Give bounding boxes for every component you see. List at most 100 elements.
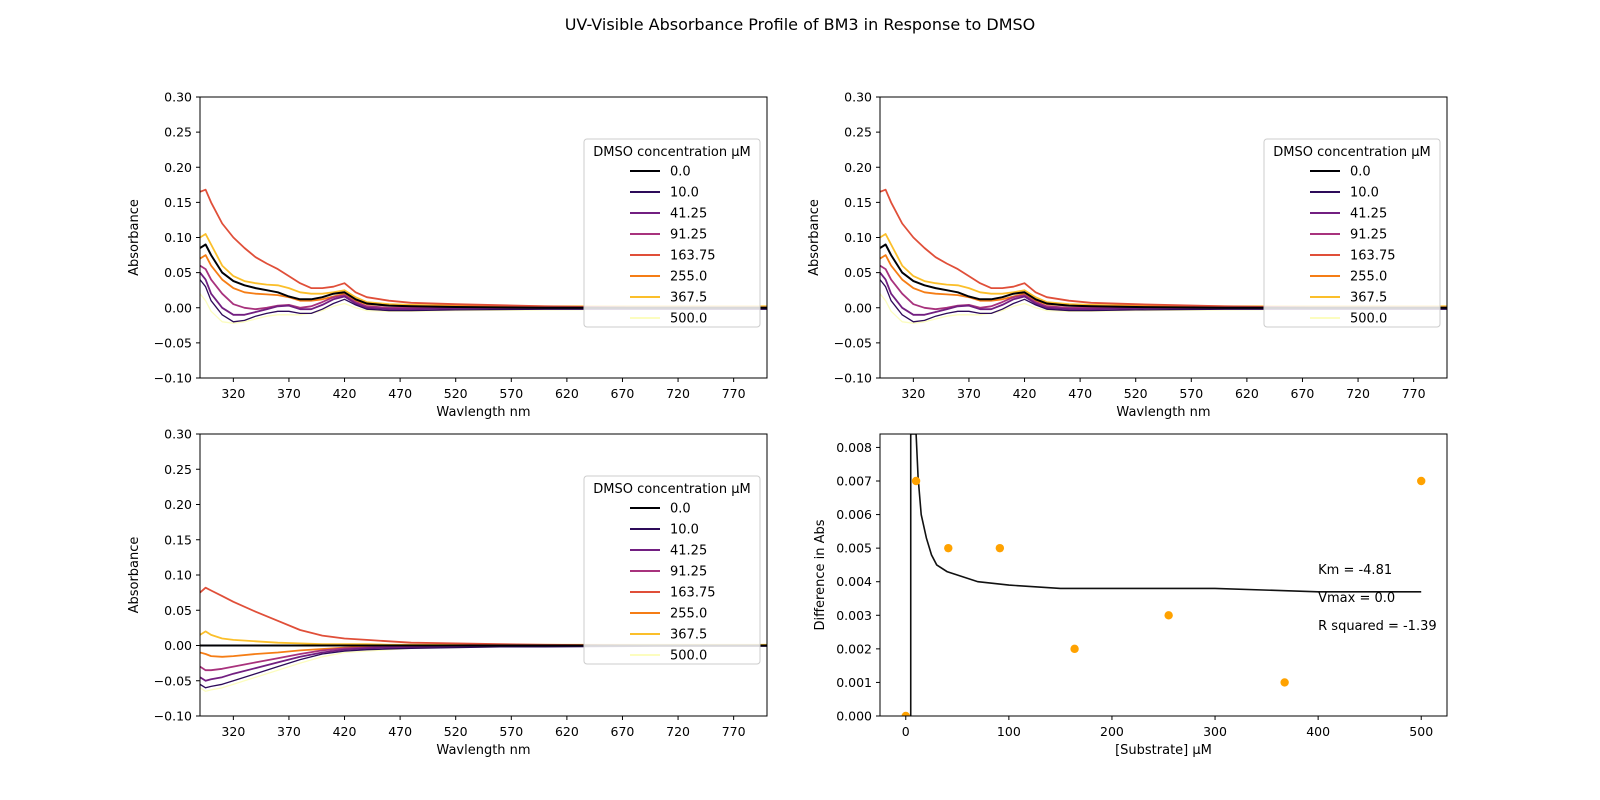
legend-entry: 41.25 (670, 544, 707, 559)
x-tick-label: 400 (1306, 724, 1330, 739)
y-tick-label: 0.003 (836, 608, 872, 623)
x-tick-label: 670 (611, 386, 635, 401)
y-tick-label: 0.00 (164, 638, 192, 653)
x-tick-label: 620 (1235, 386, 1259, 401)
legend-entry: 0.0 (670, 502, 691, 517)
series-line-41.25 (200, 272, 767, 316)
y-tick-label: 0.005 (836, 541, 872, 556)
y-tick-label: 0.30 (164, 90, 192, 105)
legend-title: DMSO concentration µM (1273, 145, 1431, 160)
legend-entry: 91.25 (670, 565, 707, 580)
plot-area (200, 586, 767, 692)
fit-annotation: Vmax = 0.0 (1318, 591, 1395, 606)
x-tick-label: 570 (499, 386, 523, 401)
x-tick-label: 420 (333, 724, 357, 739)
y-tick-label: −0.05 (154, 673, 192, 688)
y-tick-label: −0.10 (834, 371, 872, 386)
legend: DMSO concentration µM 0.0 10.0 41.25 91.25 16… (583, 138, 761, 328)
x-tick-label: 770 (1402, 386, 1426, 401)
y-tick-label: 0.10 (164, 230, 192, 245)
y-tick-label: 0.006 (836, 507, 872, 522)
y-tick-label: 0.30 (164, 427, 192, 442)
y-tick-label: 0.20 (844, 160, 872, 175)
series-line-10.0 (200, 645, 767, 689)
series-line-0.0 (880, 243, 1447, 309)
x-tick-label: 570 (499, 724, 523, 739)
legend-entry: 163.75 (1350, 249, 1396, 264)
chart-panels: 320 370 420 470 520 570 620 670 720 770 0.30 0.25 0.… (127, 90, 1448, 758)
y-tick-label: 0.007 (836, 474, 872, 489)
legend: DMSO concentration µM 0.0 10.0 41.25 91.25 16… (1263, 138, 1441, 328)
x-tick-label: 670 (1291, 386, 1315, 401)
legend-entry: 10.0 (1350, 186, 1379, 201)
x-tick-label: 470 (388, 724, 412, 739)
x-tick-label: 620 (555, 386, 579, 401)
x-tick-label: 770 (722, 724, 746, 739)
y-tick-label: 0.25 (164, 462, 192, 477)
x-tick-label: 500 (1409, 724, 1433, 739)
x-axis-label: Wavlength nm (1116, 405, 1210, 420)
legend-entry: 0.0 (1350, 165, 1371, 180)
x-tick-label: 320 (901, 386, 925, 401)
x-axis-label: Wavlength nm (436, 405, 530, 420)
x-tick-label: 370 (277, 386, 301, 401)
axes-frame (879, 433, 1448, 717)
data-point (1417, 476, 1426, 486)
x-tick-label: 420 (1013, 386, 1037, 401)
x-tick-label: 300 (1203, 724, 1227, 739)
legend-entry: 367.5 (670, 628, 707, 643)
x-tick-label: 470 (388, 386, 412, 401)
y-axis-label: Absorbance (807, 199, 822, 276)
y-tick-label: −0.10 (154, 371, 192, 386)
axes-frame (879, 96, 1448, 379)
series-line-91.25 (200, 264, 767, 311)
x-tick-label: 0 (902, 724, 910, 739)
y-tick-label: 0.20 (164, 160, 192, 175)
y-tick-label: 0.15 (164, 195, 192, 210)
data-point (1070, 644, 1079, 654)
x-tick-label: 200 (1100, 724, 1124, 739)
series-line-163.75 (880, 188, 1447, 309)
y-tick-label: −0.05 (154, 335, 192, 350)
legend-entry: 10.0 (670, 186, 699, 201)
fit-annotation: R squared = -1.39 (1318, 619, 1437, 634)
legend-entry: 500.0 (670, 312, 707, 327)
plot-area (880, 188, 1447, 324)
legend-title: DMSO concentration µM (593, 482, 751, 497)
y-tick-label: 0.002 (836, 641, 872, 656)
x-tick-label: 520 (1124, 386, 1148, 401)
legend-entry: 367.5 (670, 291, 707, 306)
panel-bottom-right: 0 100 200 300 400 500 0.008 0.007 0.006 0.005 0.00… (813, 433, 1448, 758)
axes-frame (199, 433, 768, 717)
series-line-10.0 (880, 279, 1447, 323)
legend-entry: 255.0 (670, 270, 707, 285)
x-tick-label: 370 (957, 386, 981, 401)
x-tick-label: 100 (997, 724, 1021, 739)
y-tick-label: 0.10 (164, 568, 192, 583)
series-line-367.5 (200, 233, 767, 308)
y-tick-label: 0.05 (844, 265, 872, 280)
legend-entry: 91.25 (670, 228, 707, 243)
plot-area (901, 434, 1426, 716)
fit-annotation: Km = -4.81 (1318, 563, 1392, 578)
x-tick-label: 320 (221, 724, 245, 739)
x-tick-label: 770 (722, 386, 746, 401)
y-tick-label: 0.004 (836, 574, 872, 589)
y-tick-label: 0.25 (164, 125, 192, 140)
plot-area (200, 188, 767, 324)
legend-entry: 163.75 (670, 249, 716, 264)
y-tick-label: 0.15 (844, 195, 872, 210)
y-tick-label: 0.001 (836, 675, 872, 690)
y-tick-label: −0.05 (834, 335, 872, 350)
x-tick-label: 720 (1346, 386, 1370, 401)
legend: DMSO concentration µM 0.0 10.0 41.25 91.25 16… (583, 475, 761, 665)
x-tick-label: 470 (1068, 386, 1092, 401)
series-line-10.0 (200, 279, 767, 323)
data-point (911, 476, 921, 486)
data-point (995, 543, 1005, 553)
legend-entry: 10.0 (670, 523, 699, 538)
panel-bottom-left: 320 370 420 470 520 570 620 670 720 770 0.30 0.25 0.… (127, 427, 768, 758)
data-point (901, 711, 910, 716)
x-tick-label: 420 (333, 386, 357, 401)
